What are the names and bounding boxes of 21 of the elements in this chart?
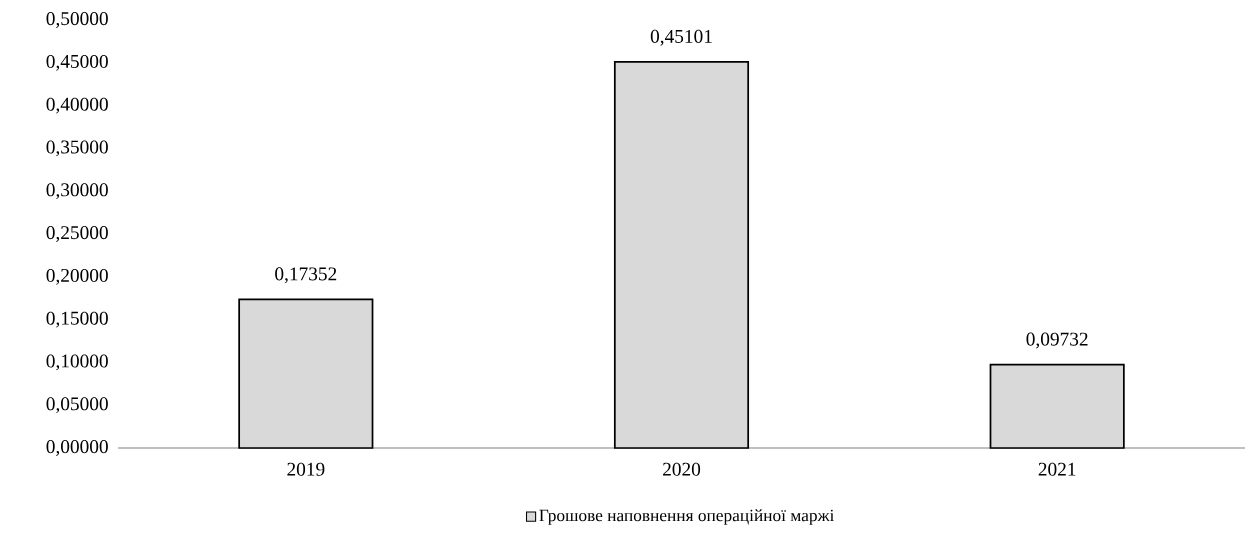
y-tick-label: 0,45000: [46, 54, 108, 71]
x-tick-label: 2020: [663, 462, 701, 476]
y-tick-label: 0,35000: [46, 140, 108, 157]
x-tick-label: 2019: [287, 462, 325, 476]
legend-label: Грошове наповнення операційної маржі: [539, 509, 835, 525]
x-tick-label: 2021: [1038, 462, 1076, 476]
y-tick-label: 0,15000: [46, 311, 108, 328]
y-tick-label: 0,40000: [46, 97, 108, 114]
bar: [613, 61, 750, 449]
bar: [989, 363, 1125, 449]
y-tick-label: 0,10000: [46, 354, 108, 371]
y-tick-label: 0,00000: [46, 440, 108, 456]
bar: [238, 298, 374, 449]
y-tick-label: 0,05000: [46, 397, 108, 414]
data-label: 0,45101: [650, 29, 712, 46]
y-tick-label: 0,50000: [46, 12, 108, 28]
data-label: 0,09732: [1026, 332, 1088, 349]
y-tick-label: 0,20000: [46, 268, 108, 285]
y-tick-label: 0,30000: [46, 183, 108, 200]
data-label: 0,17352: [275, 267, 337, 284]
y-tick-label: 0,25000: [46, 226, 108, 242]
